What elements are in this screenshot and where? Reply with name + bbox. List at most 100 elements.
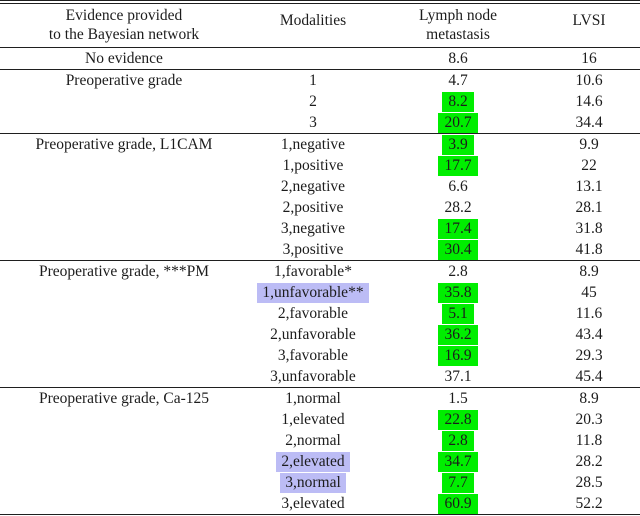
lvsi-cell: 28.1	[538, 197, 640, 218]
lymph-node-metastasis-cell: 20.7	[378, 112, 538, 134]
lymph-node-metastasis-value: 4.7	[448, 72, 468, 89]
modality-cell: 1,elevated	[248, 409, 378, 430]
lymph-node-metastasis-cell: 3.9	[378, 133, 538, 155]
evidence-cell	[0, 366, 248, 388]
evidence-cell	[0, 472, 248, 493]
lvsi-value: 16	[581, 50, 597, 67]
modality-cell: 1,normal	[248, 387, 378, 409]
evidence-cell: Preoperative grade, Ca-125	[0, 387, 248, 409]
evidence-cell	[0, 176, 248, 197]
evidence-cell: Preoperative grade, ***PM	[0, 260, 248, 282]
header-lnm-line2: metastasis	[426, 26, 490, 43]
lymph-node-metastasis-value: 2.8	[448, 263, 468, 280]
lvsi-cell: 10.6	[538, 69, 640, 91]
highlighted-lymph-node-metastasis-value: 3.9	[442, 135, 474, 155]
evidence-cell	[0, 282, 248, 303]
evidence-cell	[0, 430, 248, 451]
modality-value: 2,positive	[282, 199, 344, 216]
evidence-cell: Preoperative grade	[0, 69, 248, 91]
modality-value: 3,positive	[282, 241, 344, 258]
modality-cell: 1,negative	[248, 133, 378, 155]
evidence-cell	[0, 155, 248, 176]
lvsi-value: 9.9	[579, 136, 599, 153]
lymph-node-metastasis-cell: 28.2	[378, 197, 538, 218]
lvsi-value: 34.4	[575, 114, 603, 131]
lymph-node-metastasis-value: 1.5	[448, 390, 468, 407]
lymph-node-metastasis-cell: 2.8	[378, 430, 538, 451]
modality-cell: 1,favorable*	[248, 260, 378, 282]
highlighted-lymph-node-metastasis-value: 5.1	[442, 304, 474, 324]
lvsi-cell: 16	[538, 48, 640, 70]
header-lnm-line1: Lymph node	[419, 7, 497, 24]
lvsi-value: 11.8	[575, 432, 603, 449]
lvsi-cell: 8.9	[538, 387, 640, 409]
highlighted-lymph-node-metastasis-value: 17.4	[438, 219, 478, 239]
modality-cell: 1,unfavorable**	[248, 282, 378, 303]
highlighted-lymph-node-metastasis-value: 35.8	[438, 283, 478, 303]
table-header: Evidence provided to the Bayesian networ…	[0, 3, 640, 48]
highlighted-modality-value: 2,elevated	[276, 452, 350, 472]
highlighted-lymph-node-metastasis-value: 34.7	[438, 452, 478, 472]
evidence-cell	[0, 493, 248, 515]
modality-value: 1,favorable*	[274, 263, 352, 280]
header-evidence-column: Evidence provided to the Bayesian networ…	[0, 3, 248, 48]
table-body: No evidence 8.6 16 Preoperative grade 1 …	[0, 48, 640, 515]
table-row: 1,positive 17.7 22	[0, 155, 640, 176]
modality-value: 2	[309, 93, 317, 110]
lymph-node-metastasis-cell: 34.7	[378, 451, 538, 472]
modality-value: 2,negative	[280, 178, 346, 195]
modality-value: 3,unfavorable	[270, 368, 356, 385]
lvsi-cell: 9.9	[538, 133, 640, 155]
evidence-cell	[0, 409, 248, 430]
table-row: 2,favorable 5.1 11.6	[0, 303, 640, 324]
lvsi-value: 52.2	[575, 495, 603, 512]
modality-value: 1,elevated	[281, 411, 345, 428]
modality-value: 3,favorable	[277, 347, 349, 364]
lvsi-value: 45.4	[575, 368, 603, 385]
evidence-cell	[0, 91, 248, 112]
modality-cell: 3,elevated	[248, 493, 378, 515]
table-row: 3 20.7 34.4	[0, 112, 640, 134]
lvsi-cell: 31.8	[538, 218, 640, 239]
bayesian-network-results-table: Evidence provided to the Bayesian networ…	[0, 3, 640, 515]
lvsi-cell: 52.2	[538, 493, 640, 515]
table-row: 2,elevated 34.7 28.2	[0, 451, 640, 472]
lvsi-cell: 43.4	[538, 324, 640, 345]
lymph-node-metastasis-cell: 6.6	[378, 176, 538, 197]
lymph-node-metastasis-cell: 30.4	[378, 239, 538, 261]
evidence-cell: No evidence	[85, 50, 163, 67]
evidence-cell	[0, 324, 248, 345]
lvsi-cell: 8.9	[538, 260, 640, 282]
lymph-node-metastasis-cell: 2.8	[378, 260, 538, 282]
lvsi-cell: 14.6	[538, 91, 640, 112]
modality-value: 1,positive	[282, 157, 344, 174]
header-evidence-line2: to the Bayesian network	[48, 26, 200, 43]
lvsi-value: 28.2	[575, 453, 603, 470]
lvsi-value: 43.4	[575, 326, 603, 343]
lymph-node-metastasis-value: 6.6	[448, 178, 468, 195]
lvsi-value: 29.3	[575, 347, 603, 364]
lymph-node-metastasis-cell: 35.8	[378, 282, 538, 303]
lvsi-cell: 11.6	[538, 303, 640, 324]
modality-value: 2,normal	[285, 432, 341, 449]
table-row: Preoperative grade 1 4.7 10.6	[0, 69, 640, 91]
header-modalities-column: Modalities	[248, 3, 378, 48]
lymph-node-metastasis-cell: 8.6	[378, 48, 538, 70]
table-row: Preoperative grade, L1CAM 1,negative 3.9…	[0, 133, 640, 155]
highlighted-lymph-node-metastasis-value: 7.7	[442, 473, 474, 493]
lvsi-value: 28.1	[575, 199, 603, 216]
modality-value: 1	[309, 72, 317, 89]
evidence-cell	[0, 112, 248, 134]
lvsi-value: 20.3	[575, 411, 603, 428]
modality-cell: 2,elevated	[248, 451, 378, 472]
modality-value: 2,unfavorable	[270, 326, 356, 343]
evidence-cell	[0, 239, 248, 261]
lvsi-value: 22	[581, 157, 597, 174]
table-row: 2 8.2 14.6	[0, 91, 640, 112]
lvsi-value: 10.6	[575, 72, 603, 89]
table-row: 2,unfavorable 36.2 43.4	[0, 324, 640, 345]
table-row: 2,negative 6.6 13.1	[0, 176, 640, 197]
modality-cell: 2,favorable	[248, 303, 378, 324]
lymph-node-metastasis-cell: 4.7	[378, 69, 538, 91]
lvsi-cell: 34.4	[538, 112, 640, 134]
